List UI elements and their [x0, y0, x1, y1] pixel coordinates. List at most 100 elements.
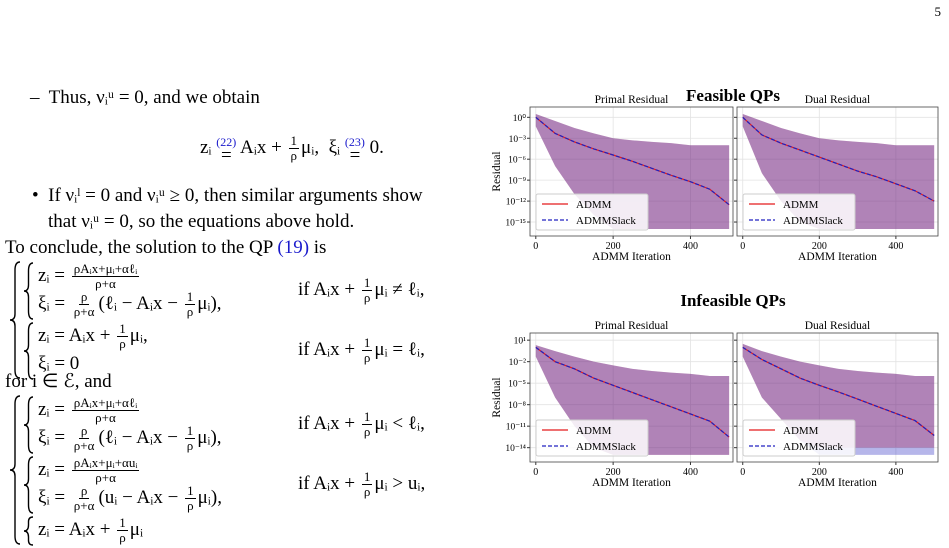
case-line: zᵢ = Aᵢx + 1 ρ μᵢ, [38, 321, 148, 351]
x-axis-label: ADMM Iteration [798, 477, 877, 489]
denominator: ρ+α [95, 275, 116, 291]
y-tick-label: 10⁻¹⁵ [505, 219, 526, 229]
text-line: for i ∈ ℰ, and [5, 370, 112, 394]
math-text: (ℓᵢ − Aᵢx − [98, 427, 183, 448]
legend-label: ADMM [783, 199, 819, 211]
chart-title: Primal Residual [595, 320, 669, 332]
math-text: ξᵢ = [38, 293, 70, 314]
legend-label: ADMMSlack [576, 215, 636, 227]
y-tick-label: 10⁻² [509, 358, 527, 368]
series-line [742, 116, 935, 202]
x-tick-label: 200 [812, 241, 827, 252]
math-text: μᵢ, [129, 325, 148, 346]
math-text: for i ∈ ℰ, and [5, 371, 112, 392]
denominator: ρ [363, 289, 371, 305]
equation: zᵢ (22) = Aᵢx + 1 ρ μᵢ, ξᵢ (23) = 0. [200, 134, 384, 166]
brace [23, 262, 34, 320]
braces [9, 261, 34, 380]
y-tick-label: 10⁻⁹ [508, 177, 527, 187]
y-tick-label: 10¹ [514, 337, 527, 347]
legend-box [742, 419, 856, 457]
fraction: ρ ρ+α [72, 289, 97, 319]
x-tick-label: 0 [740, 241, 745, 252]
case-line: ξᵢ = ρ ρ+α (ℓᵢ − Aᵢx − 1 ρ μᵢ), [38, 289, 222, 319]
legend-label: ADMMSlack [783, 441, 843, 453]
text-line: To conclude, the solution to the QP (19)… [5, 236, 326, 260]
math-text: zᵢ = [38, 265, 70, 286]
numerator: ρ [78, 482, 90, 499]
math-text: zᵢ = Aᵢx + [38, 325, 116, 346]
figure-title: Feasible QPs [686, 86, 780, 105]
numerator: ρAᵢx+μᵢ+αℓᵢ [71, 394, 140, 411]
series-line [742, 346, 935, 436]
x-axis-label: ADMM Iteration [592, 477, 671, 489]
brace [9, 261, 21, 379]
reference: (19) [277, 237, 310, 258]
y-tick-label: 10⁻¹¹ [506, 423, 526, 433]
x-tick-label: 0 [740, 467, 745, 478]
x-tick-label: 200 [812, 467, 827, 478]
chart-title: Primal Residual [595, 94, 669, 106]
chart-title: Dual Residual [805, 320, 870, 332]
y-tick-label: 10⁻³ [509, 135, 527, 145]
math-text: zᵢ = [38, 459, 70, 480]
math-text: is [309, 237, 327, 258]
x-tick-label: 400 [683, 241, 698, 252]
math-text: if Aᵢx + [298, 413, 360, 434]
y-axis-label: Residual [491, 151, 503, 191]
y-tick-label: 10⁻⁸ [508, 401, 526, 411]
denominator: ρ [363, 483, 371, 499]
reference: (22) [216, 135, 237, 149]
fraction: ρ ρ+α [72, 482, 97, 513]
math-text: μᵢ > uᵢ, [374, 473, 426, 494]
chart-title: Dual Residual [805, 94, 870, 106]
eq-ref-stack: (22) = [216, 135, 237, 166]
math-text: zᵢ [200, 136, 217, 158]
plot-frame [529, 332, 734, 463]
plot-frame [736, 332, 939, 463]
denominator: ρ+α [95, 409, 116, 425]
denominator: ρ+α [73, 437, 95, 453]
numerator: 1 [361, 274, 373, 291]
x-tick-label: 200 [606, 467, 621, 478]
x-tick-label: 400 [888, 241, 903, 252]
brace [23, 322, 34, 380]
case-line: ξᵢ = 0 [38, 350, 79, 378]
case-condition: if Aᵢx + 1 ρ μᵢ = ℓᵢ, [298, 334, 425, 365]
fraction: ρAᵢx+μᵢ+αuᵢ ρ+α [71, 455, 140, 485]
denominator: ρ [186, 437, 194, 453]
denominator: ρ [187, 497, 194, 513]
math-text: μᵢ), [197, 487, 222, 508]
case-line: zᵢ = ρAᵢx+μᵢ+αuᵢ ρ+α [38, 455, 141, 485]
math-text: Aᵢx + [236, 136, 287, 158]
x-tick-label: 200 [606, 241, 621, 252]
x-axis-label: ADMM Iteration [592, 251, 671, 263]
denominator: ρ [186, 303, 194, 319]
case-line: ξᵢ = ρ ρ+α (uᵢ − Aᵢx − 1 ρ μᵢ), [38, 482, 222, 513]
case-condition: if Aᵢx + 1 ρ μᵢ < ℓᵢ, [298, 409, 425, 439]
y-tick-label: 10⁻⁵ [508, 380, 526, 390]
case-line: ξᵢ = ρ ρ+α (ℓᵢ − Aᵢx − 1 ρ μᵢ), [38, 423, 222, 453]
numerator: 1 [361, 334, 373, 351]
case-condition: if Aᵢx + 1 ρ μᵢ ≠ ℓᵢ, [298, 274, 425, 305]
numerator: ρAᵢx+μᵢ+αℓᵢ [71, 260, 140, 277]
math-text: that νᵢᵘ = 0, so the equations above hol… [48, 211, 355, 232]
x-axis-label: ADMM Iteration [798, 251, 877, 263]
page: 5 – Thus, νᵢᵘ = 0, and we obtain zᵢ (22)… [5, 4, 941, 546]
math-text: – Thus, νᵢᵘ = 0, and we obtain [30, 87, 260, 108]
math-text: if Aᵢx + [298, 339, 360, 360]
math-text: μᵢ), [197, 293, 222, 314]
legend-box [742, 193, 856, 231]
x-tick-label: 0 [533, 241, 538, 252]
eq-ref-stack: (23) = [345, 135, 365, 165]
x-tick-label: 400 [683, 467, 698, 478]
denominator: ρ+α [73, 303, 95, 319]
y-tick-label: 10⁻⁶ [508, 156, 526, 166]
fraction: ρ ρ+α [72, 423, 97, 453]
math-text: = [220, 145, 232, 166]
